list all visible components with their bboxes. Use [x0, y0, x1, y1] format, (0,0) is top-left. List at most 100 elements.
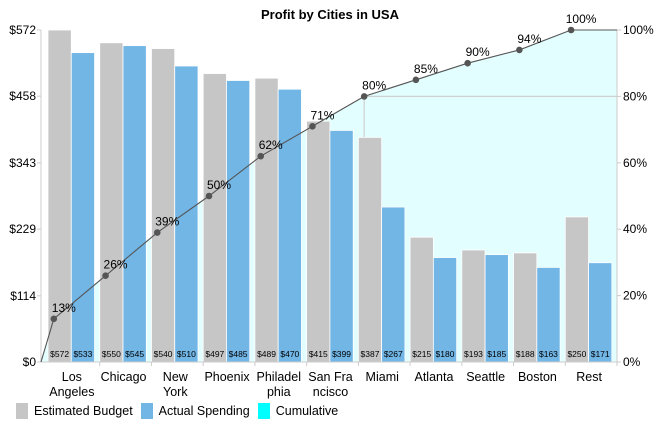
bar-estimated-budget: [513, 252, 538, 363]
data-label-actual-spending: $485: [229, 349, 248, 359]
data-label-estimated-budget: $497: [205, 349, 224, 359]
y-left-tick-label: $458: [9, 89, 36, 103]
bar-actual-spending: [329, 130, 354, 363]
legend-item-estimated-budget[interactable]: Estimated Budget: [16, 403, 133, 419]
data-label-actual-spending: $533: [73, 349, 92, 359]
legend-swatch-cumulative: [257, 403, 270, 419]
category-label: ncisco: [313, 385, 348, 399]
y-right-tick-label: 40%: [623, 222, 647, 236]
cumulative-point: [102, 272, 109, 279]
cumulative-point: [50, 315, 58, 323]
data-label-estimated-budget: $193: [464, 349, 483, 359]
category-label: Chicago: [101, 370, 147, 384]
bar-actual-spending: [588, 262, 613, 363]
y-left-tick-label: $229: [9, 222, 36, 236]
data-label-actual-spending: $399: [332, 349, 351, 359]
cumulative-point: [567, 26, 575, 34]
legend-label-actual-spending: Actual Spending: [158, 404, 250, 418]
category-label: Miami: [366, 370, 399, 384]
cumulative-point-label: 80%: [362, 78, 386, 92]
cumulative-point-label: 62%: [259, 138, 283, 152]
cumulative-point-label: 71%: [310, 108, 334, 122]
bar-estimated-budget: [202, 73, 227, 363]
bar-estimated-budget: [409, 236, 434, 363]
category-label: Seattle: [466, 370, 505, 384]
y-right-tick-label: 100%: [623, 23, 654, 37]
cumulative-point: [257, 152, 265, 160]
category-label: Los: [62, 370, 82, 384]
cumulative-point: [205, 192, 213, 200]
cumulative-point: [309, 122, 316, 130]
bar-estimated-budget: [564, 216, 589, 363]
cumulative-point-label: 90%: [466, 45, 490, 59]
data-label-estimated-budget: $188: [516, 349, 535, 359]
cumulative-point-label: 100%: [566, 12, 597, 26]
bar-actual-spending: [226, 80, 251, 363]
data-label-actual-spending: $171: [591, 349, 610, 359]
category-label: New: [163, 370, 189, 384]
bar-actual-spending: [484, 254, 509, 363]
category-label: Phoenix: [204, 370, 250, 384]
bar-actual-spending: [432, 257, 458, 363]
y-left-tick-label: $343: [9, 156, 36, 170]
y-right-tick-label: 60%: [623, 156, 647, 170]
bar-actual-spending: [70, 52, 95, 363]
data-label-actual-spending: $163: [539, 349, 558, 359]
data-label-estimated-budget: $415: [309, 349, 328, 359]
bar-actual-spending: [536, 266, 561, 363]
bar-actual-spending: [277, 88, 302, 363]
bar-actual-spending: [381, 206, 406, 363]
cumulative-point: [153, 229, 161, 236]
category-label: Atlanta: [414, 370, 453, 384]
legend-label-cumulative: Cumulative: [275, 404, 339, 418]
data-label-estimated-budget: $550: [102, 349, 121, 359]
axes-layer: $0 $114 $229 $343 $458 $572 0% 20% 40% 60% 80% 100%: [9, 23, 654, 369]
cumulative-point-label: 50%: [207, 178, 231, 192]
y-right-tick-label: 20%: [623, 289, 647, 303]
data-label-actual-spending: $185: [487, 349, 506, 359]
bar-estimated-budget: [254, 77, 279, 363]
legend: Estimated Budget Actual Spending Cumulat…: [16, 403, 346, 419]
data-label-estimated-budget: $540: [154, 349, 173, 359]
data-label-actual-spending: $510: [177, 349, 196, 359]
cumulative-point-label: 13%: [52, 301, 76, 315]
data-label-estimated-budget: $489: [257, 349, 276, 359]
bar-estimated-budget: [151, 48, 176, 363]
legend-label-estimated-budget: Estimated Budget: [34, 404, 133, 418]
cumulative-point: [516, 46, 523, 54]
cumulative-point: [360, 93, 368, 100]
bar-estimated-budget: [461, 249, 486, 363]
data-label-actual-spending: $470: [280, 349, 299, 359]
data-label-estimated-budget: $387: [361, 349, 380, 359]
category-label: York: [163, 385, 188, 399]
data-label-estimated-budget: $215: [412, 349, 431, 359]
category-label: Rest: [576, 370, 602, 384]
data-label-estimated-budget: $572: [50, 349, 69, 359]
y-right-tick-label: 80%: [623, 89, 647, 103]
cumulative-line-layer: [40, 26, 617, 363]
cumulative-point: [464, 59, 471, 67]
data-label-actual-spending: $180: [436, 349, 455, 359]
data-label-estimated-budget: $250: [567, 349, 586, 359]
legend-item-actual-spending[interactable]: Actual Spending: [140, 403, 250, 419]
y-right-tick-label: 0%: [623, 355, 641, 369]
chart-title: Profit by Cities in USA: [261, 7, 400, 22]
category-label: Angeles: [49, 385, 94, 399]
legend-swatch-estimated-budget: [16, 403, 28, 419]
data-label-actual-spending: $545: [125, 349, 144, 359]
y-left-tick-label: $0: [23, 355, 37, 369]
cumulative-point-label: 94%: [517, 32, 541, 46]
cumulative-point: [412, 76, 420, 84]
cumulative-point-label: 85%: [414, 62, 438, 76]
bar-estimated-budget: [357, 136, 383, 363]
y-left-tick-label: $114: [10, 289, 36, 303]
legend-item-cumulative[interactable]: Cumulative: [257, 403, 339, 419]
category-label: Boston: [518, 370, 557, 384]
bar-actual-spending: [122, 45, 147, 363]
y-left-tick-label: $572: [9, 23, 36, 37]
category-label: phia: [267, 385, 291, 399]
bar-estimated-budget: [306, 120, 331, 363]
legend-swatch-actual-spending: [140, 403, 153, 419]
category-label: San Fra: [308, 370, 353, 384]
